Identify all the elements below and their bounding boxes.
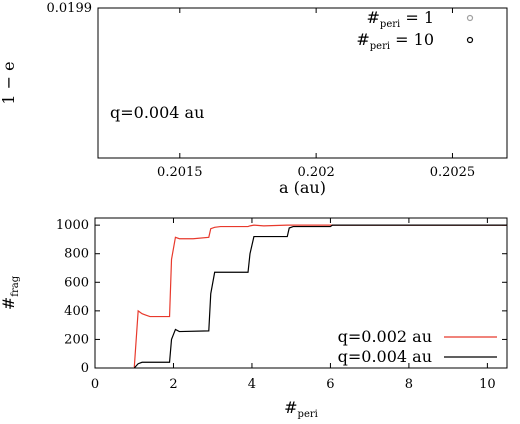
- legend-marker: [466, 14, 474, 22]
- plot-frame: [94, 217, 508, 369]
- y-tick-label: 0: [81, 361, 89, 376]
- x-tick-label: 8: [405, 377, 413, 392]
- y-axis-label: #frag: [0, 275, 21, 310]
- y-tick-label: 1000: [56, 218, 89, 233]
- top-panel-scatter: 0.20150.2020.20250.019750.01980.019850.0…: [0, 1, 508, 197]
- plot-frame: [97, 7, 508, 159]
- x-tick-label: 0: [91, 377, 99, 392]
- x-tick-label: 0.2015: [157, 165, 203, 180]
- x-axis-label: #peri: [284, 398, 318, 420]
- bottom-panel-line: 0 2 4 6 8 10 0 200 400 600 800 1000 #peri #frag q=0.00…: [0, 217, 508, 420]
- legend-marker: [466, 36, 474, 44]
- y-tick-label: 800: [64, 247, 89, 262]
- x-axis-label: a (au): [279, 178, 326, 197]
- x-tick-label: 10: [479, 377, 496, 392]
- y-tick-label: 400: [64, 304, 89, 319]
- annotation-q: q=0.004 au: [110, 103, 204, 122]
- x-tick-label: 4: [248, 377, 256, 392]
- x-tick-label: 0.2025: [430, 165, 476, 180]
- y-tick-label: 0.0199: [47, 1, 93, 16]
- series-line-2: [133, 224, 507, 369]
- x-tick-label: 2: [169, 377, 177, 392]
- legend-label: #peri = 10: [356, 30, 434, 52]
- legend-label: #peri = 1: [367, 8, 434, 30]
- series-line-1: [133, 224, 507, 369]
- legend-label: q=0.002 au: [338, 327, 432, 346]
- y-axis-label: 1 − e: [0, 61, 18, 104]
- y-tick-label: 200: [64, 332, 89, 347]
- x-tick-label: 6: [326, 377, 334, 392]
- x-tick-label: 0.202: [298, 165, 335, 180]
- legend-label: q=0.004 au: [338, 347, 432, 366]
- y-tick-label: 600: [64, 275, 89, 290]
